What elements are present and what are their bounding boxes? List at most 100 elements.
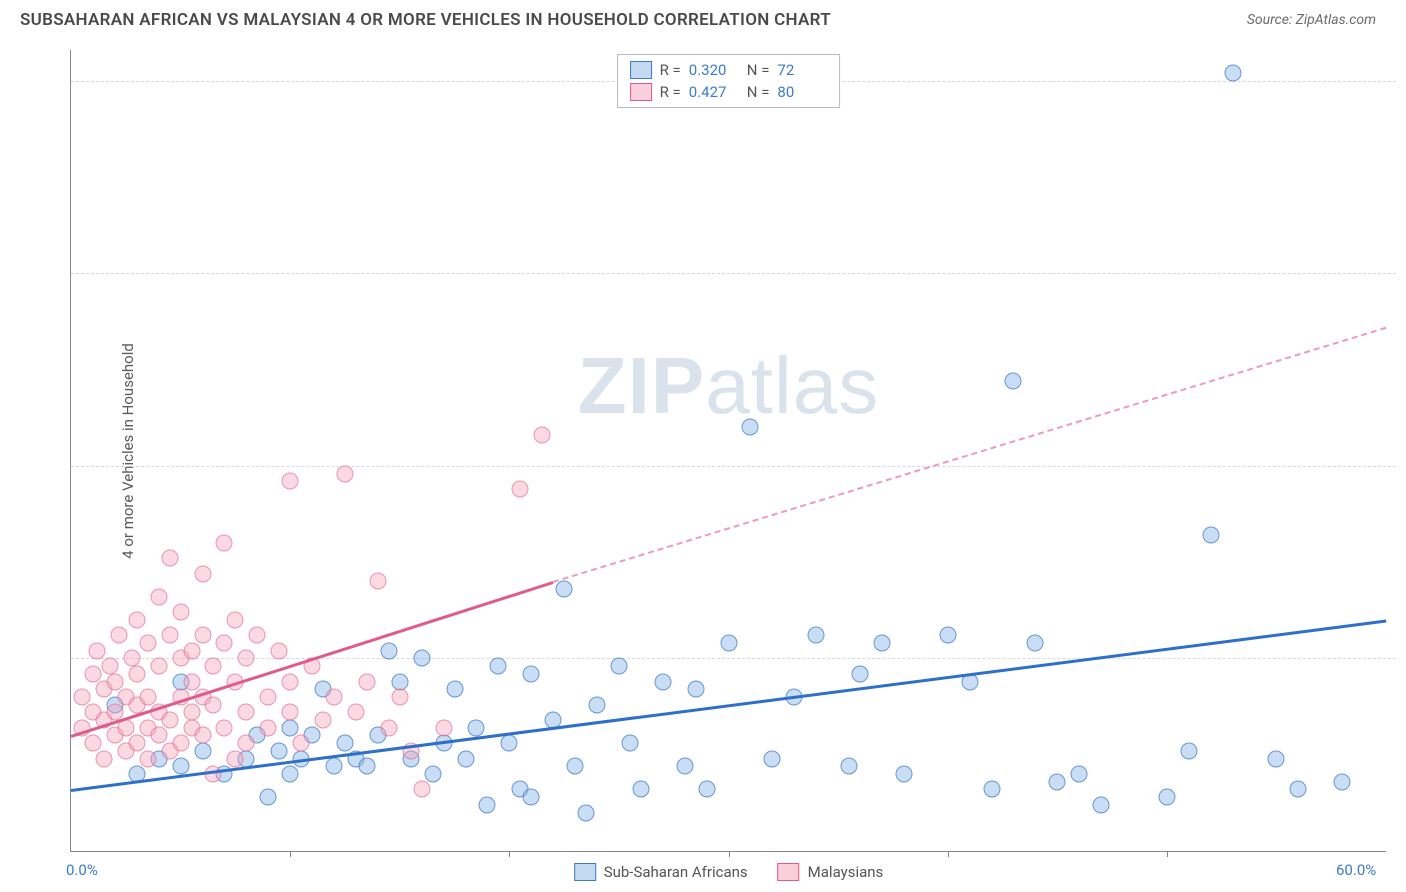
- data-point: [873, 635, 890, 652]
- data-point: [632, 781, 649, 798]
- data-point: [161, 550, 178, 567]
- data-point: [654, 673, 671, 690]
- data-point: [380, 642, 397, 659]
- data-point: [102, 658, 119, 675]
- data-point: [1071, 765, 1088, 782]
- data-point: [676, 758, 693, 775]
- data-point: [84, 735, 101, 752]
- data-point: [983, 781, 1000, 798]
- data-point: [139, 750, 156, 767]
- data-point: [216, 635, 233, 652]
- data-point: [315, 712, 332, 729]
- r-value: 0.427: [689, 83, 739, 101]
- data-point: [413, 781, 430, 798]
- data-point: [578, 804, 595, 821]
- data-point: [589, 696, 606, 713]
- data-point: [172, 758, 189, 775]
- x-tick-mark: [948, 851, 949, 857]
- data-point: [479, 796, 496, 813]
- data-point: [161, 627, 178, 644]
- data-point: [128, 735, 145, 752]
- data-point: [534, 427, 551, 444]
- legend-swatch: [778, 863, 800, 881]
- data-point: [172, 735, 189, 752]
- legend-swatch: [630, 61, 652, 79]
- data-point: [282, 673, 299, 690]
- data-point: [95, 750, 112, 767]
- legend-stats-row: R =0.427N =80: [630, 81, 828, 103]
- data-point: [73, 688, 90, 705]
- data-point: [238, 650, 255, 667]
- data-point: [282, 704, 299, 721]
- data-point: [205, 658, 222, 675]
- data-point: [172, 604, 189, 621]
- data-point: [347, 704, 364, 721]
- data-point: [1180, 742, 1197, 759]
- data-point: [128, 665, 145, 682]
- data-point: [150, 727, 167, 744]
- data-point: [150, 658, 167, 675]
- data-point: [742, 419, 759, 436]
- data-point: [424, 765, 441, 782]
- data-point: [194, 627, 211, 644]
- data-point: [205, 765, 222, 782]
- legend-stats-row: R = 0.320 N = 72: [630, 59, 828, 81]
- watermark: ZIPatlas: [578, 340, 879, 432]
- data-point: [1093, 796, 1110, 813]
- data-point: [567, 758, 584, 775]
- data-point: [216, 719, 233, 736]
- r-label: R =: [660, 61, 681, 79]
- data-point: [1224, 65, 1241, 82]
- n-value: 72: [777, 61, 827, 79]
- data-point: [764, 750, 781, 767]
- data-point: [282, 473, 299, 490]
- data-point: [260, 719, 277, 736]
- data-point: [260, 688, 277, 705]
- data-point: [336, 465, 353, 482]
- data-point: [326, 758, 343, 775]
- data-point: [490, 658, 507, 675]
- chart-header: SUBSAHARAN AFRICAN VS MALAYSIAN 4 OR MOR…: [0, 0, 1406, 38]
- x-tick-label: 60.0%: [1336, 861, 1376, 879]
- data-point: [468, 719, 485, 736]
- data-point: [1202, 527, 1219, 544]
- trend-line: [71, 581, 554, 737]
- r-value: 0.320: [689, 61, 739, 79]
- x-tick-mark: [1167, 851, 1168, 857]
- data-point: [89, 642, 106, 659]
- data-point: [939, 627, 956, 644]
- data-point: [895, 765, 912, 782]
- data-point: [523, 665, 540, 682]
- data-point: [435, 719, 452, 736]
- legend-label: Malaysians: [808, 863, 884, 881]
- data-point: [124, 650, 141, 667]
- plot-region: ZIPatlas R =0.320N =72R =0.427N =80 Sub-…: [70, 50, 1386, 852]
- data-point: [216, 534, 233, 551]
- legend-label: Sub-Saharan Africans: [604, 863, 748, 881]
- data-point: [1158, 789, 1175, 806]
- data-point: [1005, 373, 1022, 390]
- chart-area: 4 or more Vehicles in Household ZIPatlas…: [50, 50, 1386, 852]
- data-point: [271, 742, 288, 759]
- data-point: [183, 673, 200, 690]
- gridline: [71, 658, 1396, 659]
- data-point: [391, 688, 408, 705]
- n-label: N =: [747, 61, 770, 79]
- data-point: [194, 742, 211, 759]
- x-tick-mark: [729, 851, 730, 857]
- data-point: [808, 627, 825, 644]
- data-point: [282, 765, 299, 782]
- data-point: [1268, 750, 1285, 767]
- data-point: [128, 611, 145, 628]
- data-point: [227, 750, 244, 767]
- data-point: [282, 719, 299, 736]
- legend-series: Sub-Saharan Africans Malaysians: [574, 863, 884, 881]
- data-point: [238, 735, 255, 752]
- data-point: [336, 735, 353, 752]
- data-point: [501, 735, 518, 752]
- data-point: [139, 688, 156, 705]
- data-point: [205, 696, 222, 713]
- data-point: [106, 673, 123, 690]
- legend-stats: R = 0.320 N = 72 R =0.427N =80: [617, 54, 841, 108]
- data-point: [1290, 781, 1307, 798]
